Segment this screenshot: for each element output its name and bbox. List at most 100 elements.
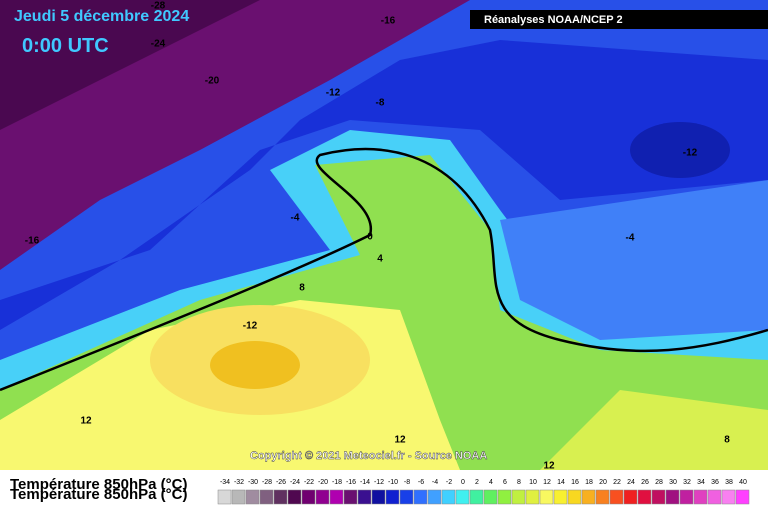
legend-tick: 30 bbox=[669, 479, 677, 486]
source-bar bbox=[470, 10, 768, 29]
copyright: Copyright © 2021 Meteociel.fr - Source N… bbox=[250, 450, 487, 462]
legend-swatch bbox=[497, 489, 512, 505]
legend-tick: 26 bbox=[641, 479, 649, 486]
legend-swatch bbox=[315, 489, 330, 505]
legend-tick: 10 bbox=[529, 479, 537, 486]
cold-core bbox=[630, 122, 730, 178]
contour-label: -12 bbox=[243, 321, 258, 332]
contour-label: -12 bbox=[683, 148, 698, 159]
legend-tick: 14 bbox=[557, 479, 565, 486]
dark-blue-zone bbox=[0, 40, 768, 330]
source: Réanalyses NOAA/NCEP 2 bbox=[484, 14, 623, 26]
legend-swatch bbox=[511, 489, 526, 505]
contour-label: -28 bbox=[151, 1, 166, 12]
legend-swatch bbox=[217, 489, 232, 505]
legend-swatch bbox=[301, 489, 316, 505]
contour-label: 12 bbox=[394, 435, 406, 446]
legend-swatch bbox=[735, 489, 750, 505]
legend-tick: -22 bbox=[304, 479, 314, 486]
legend-swatch bbox=[665, 489, 680, 505]
legend-tick: -18 bbox=[332, 479, 342, 486]
legend-tick: -16 bbox=[346, 479, 356, 486]
legend-tick: 12 bbox=[543, 479, 551, 486]
legend-tick: -20 bbox=[318, 479, 328, 486]
time: 0:00 UTC bbox=[22, 35, 109, 57]
contour-label: 0 bbox=[367, 232, 373, 243]
legend-tick: -24 bbox=[290, 479, 300, 486]
legend-tick: -12 bbox=[374, 479, 384, 486]
warm-core bbox=[210, 341, 300, 389]
legend-tick: -6 bbox=[418, 479, 424, 486]
legend-swatch bbox=[469, 489, 484, 505]
legend-swatch bbox=[651, 489, 666, 505]
contour-label: -4 bbox=[291, 213, 300, 224]
legend-tick: -10 bbox=[388, 479, 398, 486]
legend-tick: 24 bbox=[627, 479, 635, 486]
legend-title-shadow: Température 850hPa (°C) bbox=[10, 486, 187, 503]
legend-swatch bbox=[679, 489, 694, 505]
legend-swatch bbox=[427, 489, 442, 505]
legend-swatch bbox=[539, 489, 554, 505]
yellow-zone bbox=[540, 390, 768, 470]
contour-label: -8 bbox=[376, 98, 385, 109]
legend-tick: -14 bbox=[360, 479, 370, 486]
contour-label: -16 bbox=[381, 16, 396, 27]
legend-tick: -30 bbox=[248, 479, 258, 486]
contour-label: -16 bbox=[25, 236, 40, 247]
legend-swatch bbox=[357, 489, 372, 505]
legend-swatch bbox=[567, 489, 582, 505]
legend-title: Température 850hPa (°C) bbox=[10, 476, 187, 493]
contour-label: 12 bbox=[543, 461, 555, 472]
legend-swatch bbox=[623, 489, 638, 505]
legend-swatch bbox=[441, 489, 456, 505]
contour-label: -12 bbox=[326, 88, 341, 99]
legend-swatch bbox=[287, 489, 302, 505]
legend-swatch bbox=[231, 489, 246, 505]
legend-tick: 20 bbox=[599, 479, 607, 486]
legend-tick: 0 bbox=[461, 479, 465, 486]
legend-swatch bbox=[399, 489, 414, 505]
contour-label: 12 bbox=[80, 416, 92, 427]
contour-label: -20 bbox=[205, 76, 220, 87]
legend-swatch bbox=[609, 489, 624, 505]
legend-tick: -26 bbox=[276, 479, 286, 486]
legend-tick: 18 bbox=[585, 479, 593, 486]
legend-tick: -8 bbox=[404, 479, 410, 486]
legend-tick: 8 bbox=[517, 479, 521, 486]
legend-tick: 40 bbox=[739, 479, 747, 486]
legend-tick: 16 bbox=[571, 479, 579, 486]
legend-swatch bbox=[329, 489, 344, 505]
legend-tick: 22 bbox=[613, 479, 621, 486]
legend-swatch bbox=[693, 489, 708, 505]
legend-tick: 4 bbox=[489, 479, 493, 486]
contour-label: 4 bbox=[377, 254, 383, 265]
legend-swatch bbox=[371, 489, 386, 505]
legend-tick: 34 bbox=[697, 479, 705, 486]
legend-swatch bbox=[385, 489, 400, 505]
legend-swatch bbox=[483, 489, 498, 505]
legend-tick: 36 bbox=[711, 479, 719, 486]
legend-tick: 6 bbox=[503, 479, 507, 486]
legend-swatch bbox=[525, 489, 540, 505]
dark-purple-zone bbox=[0, 0, 260, 130]
zero-isotherm bbox=[0, 147, 768, 392]
contour-label: 8 bbox=[299, 283, 305, 294]
date: Jeudi 5 décembre 2024 bbox=[14, 8, 189, 25]
blue-zone bbox=[500, 180, 768, 340]
legend-tick: -34 bbox=[220, 479, 230, 486]
contour-label: -24 bbox=[151, 39, 166, 50]
legend-swatch bbox=[721, 489, 736, 505]
legend-swatch bbox=[343, 489, 358, 505]
legend-tick: 2 bbox=[475, 479, 479, 486]
legend-swatch bbox=[245, 489, 260, 505]
legend-swatch bbox=[273, 489, 288, 505]
contour-label: 8 bbox=[724, 435, 730, 446]
legend-tick: -4 bbox=[432, 479, 438, 486]
legend-swatch bbox=[455, 489, 470, 505]
legend-swatch bbox=[553, 489, 568, 505]
legend-swatch bbox=[707, 489, 722, 505]
legend-tick: -32 bbox=[234, 479, 244, 486]
legend-tick: 38 bbox=[725, 479, 733, 486]
legend-tick: 28 bbox=[655, 479, 663, 486]
